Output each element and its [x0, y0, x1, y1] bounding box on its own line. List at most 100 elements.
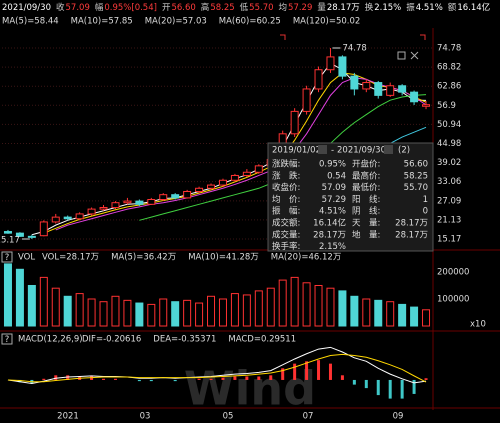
tooltip-value: 57.29 [322, 195, 346, 205]
volume-bar [87, 298, 96, 327]
info-value: 55.70 [249, 3, 273, 13]
macd-line [7, 353, 427, 383]
watermark: Wind [184, 362, 316, 416]
candle-body [398, 85, 407, 93]
candle-body [3, 231, 12, 234]
close-button[interactable] [410, 51, 419, 60]
candle-body [135, 200, 144, 205]
info-value: 57.29 [288, 3, 312, 13]
date: 2021/09/30 [2, 3, 51, 13]
candle-body [111, 202, 120, 209]
tooltip-label: 天 量: [352, 219, 380, 229]
volume-bar [410, 306, 419, 327]
tooltip-value: 28.17万 [395, 230, 428, 240]
volume-bar [254, 290, 263, 327]
volume-bar [159, 298, 168, 327]
tooltip-value: 28.17万 [313, 230, 346, 240]
info-label: 幅 [95, 2, 104, 13]
candle-body [326, 56, 335, 71]
spin-button[interactable] [318, 145, 327, 154]
info-label: 换 [365, 2, 374, 13]
info-label: 开 [162, 3, 171, 13]
help-box[interactable] [1, 251, 13, 263]
y-tick-label: 27.09 [437, 196, 461, 206]
info-value: 2.15% [374, 3, 401, 13]
volume-bar [350, 295, 359, 327]
volume-bar [374, 299, 383, 327]
tooltip-box [267, 142, 434, 252]
volume-bar [302, 282, 311, 327]
volume-bar [51, 287, 60, 327]
legend-entry: MA(20)=46.12万 [271, 253, 342, 263]
info-value: 58.25 [210, 3, 234, 13]
volume-bar [123, 299, 132, 327]
y-tick-label: 56.9 [437, 101, 456, 111]
legend-entry: MA(5)=58.44 [2, 17, 59, 27]
tooltip: 2019/01/02 - 2021/09/30 (2) 涨跌幅: 0.95% 开盘价… [267, 142, 434, 252]
candle-body [350, 75, 359, 90]
candle-body [386, 85, 395, 96]
help-box[interactable] [1, 333, 13, 345]
tooltip-label: 收盘价: [272, 182, 300, 193]
volume-bar [183, 299, 192, 327]
info-label: 高 [201, 2, 210, 13]
panel-title: VOL [18, 253, 35, 263]
volume-bar [3, 263, 12, 327]
info-label: 额 [448, 2, 457, 13]
candle-body [422, 104, 431, 107]
tooltip-label: 开盘价: [352, 159, 380, 170]
volume-bar [218, 298, 227, 327]
tooltip-value: 2.15% [319, 242, 346, 252]
volume-bar [278, 279, 287, 327]
volume-bar [230, 293, 239, 327]
tooltip-value: 57.09 [322, 183, 346, 193]
volume-bar [39, 276, 48, 327]
tooltip-label: 换手率: [272, 241, 300, 252]
tooltip-value: 0.54 [327, 171, 346, 181]
y-tick-label: 74.78 [437, 44, 461, 54]
volume-bar [111, 295, 120, 327]
ma-line [31, 62, 427, 236]
y-tick-label: 21.13 [437, 215, 461, 225]
x-tick-label: 07 [303, 412, 314, 422]
candle-body [183, 190, 192, 199]
volume-bar [27, 284, 36, 327]
info-label: 收 [56, 2, 65, 13]
y-tick-label: 200000 [437, 267, 469, 277]
range-start: 2019/01/02 [272, 146, 321, 156]
tooltip-label: 阳 线: [352, 194, 380, 205]
x-tick-label: 2021 [57, 412, 79, 422]
tooltip-label: 均 价: [272, 194, 300, 205]
legend-entry: DEA=-0.35371 [153, 335, 216, 345]
candle-body [242, 171, 251, 176]
candle-body [290, 110, 299, 135]
info-label: 均 [279, 2, 288, 13]
volume-bar [266, 287, 275, 327]
candle-body [63, 216, 72, 220]
tooltip-value: 0.95% [319, 160, 346, 170]
legend-entry: MA(10)=41.28万 [188, 253, 259, 263]
candle-body [362, 82, 371, 90]
candle-body [207, 184, 216, 189]
volume-bar [386, 301, 395, 327]
y-tick-label: 33.06 [437, 177, 461, 187]
spin-button[interactable] [384, 145, 393, 154]
volume-bar [422, 309, 431, 327]
y-tick-label: 100000 [437, 294, 469, 304]
legend-entry: MACD=0.29511 [228, 335, 296, 345]
volume-bar [338, 290, 347, 327]
candle-body [123, 200, 132, 204]
help-icon[interactable]: ? [5, 253, 10, 263]
tooltip-label: 成交量: [272, 229, 300, 240]
info-value: 4.51% [416, 3, 443, 13]
y-tick-label: 39.02 [437, 158, 461, 168]
tooltip-label: 阴 线: [352, 206, 380, 217]
candle-body [75, 213, 84, 220]
x-tick-label: 03 [140, 412, 151, 422]
macd-line [7, 346, 427, 384]
candle-body [39, 221, 48, 237]
min-label: 15.17 [0, 236, 20, 246]
help-icon[interactable]: ? [5, 335, 10, 345]
window-button[interactable] [397, 51, 406, 60]
